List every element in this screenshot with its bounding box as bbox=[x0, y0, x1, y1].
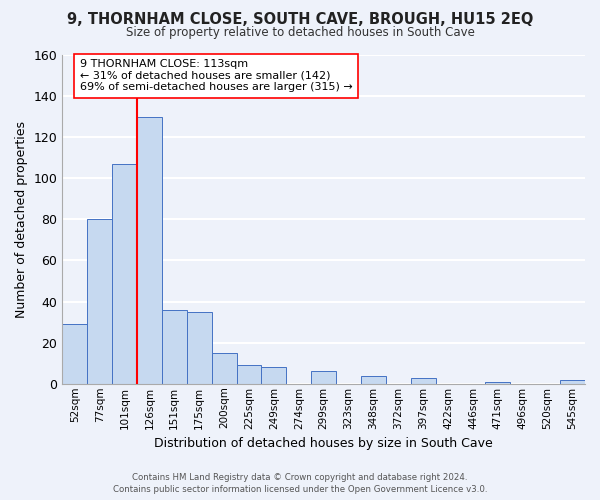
Bar bbox=[311, 372, 336, 384]
Bar bbox=[87, 220, 112, 384]
Bar bbox=[560, 380, 585, 384]
Bar bbox=[485, 382, 511, 384]
Bar bbox=[137, 116, 162, 384]
X-axis label: Distribution of detached houses by size in South Cave: Distribution of detached houses by size … bbox=[154, 437, 493, 450]
Bar bbox=[112, 164, 137, 384]
Text: Size of property relative to detached houses in South Cave: Size of property relative to detached ho… bbox=[125, 26, 475, 39]
Y-axis label: Number of detached properties: Number of detached properties bbox=[15, 121, 28, 318]
Bar bbox=[236, 366, 262, 384]
Bar bbox=[212, 353, 236, 384]
Text: 9 THORNHAM CLOSE: 113sqm
← 31% of detached houses are smaller (142)
69% of semi-: 9 THORNHAM CLOSE: 113sqm ← 31% of detach… bbox=[80, 59, 352, 92]
Bar bbox=[361, 376, 386, 384]
Text: 9, THORNHAM CLOSE, SOUTH CAVE, BROUGH, HU15 2EQ: 9, THORNHAM CLOSE, SOUTH CAVE, BROUGH, H… bbox=[67, 12, 533, 28]
Bar bbox=[162, 310, 187, 384]
Text: Contains HM Land Registry data © Crown copyright and database right 2024.
Contai: Contains HM Land Registry data © Crown c… bbox=[113, 472, 487, 494]
Bar bbox=[411, 378, 436, 384]
Bar bbox=[187, 312, 212, 384]
Bar bbox=[262, 368, 286, 384]
Bar bbox=[62, 324, 87, 384]
